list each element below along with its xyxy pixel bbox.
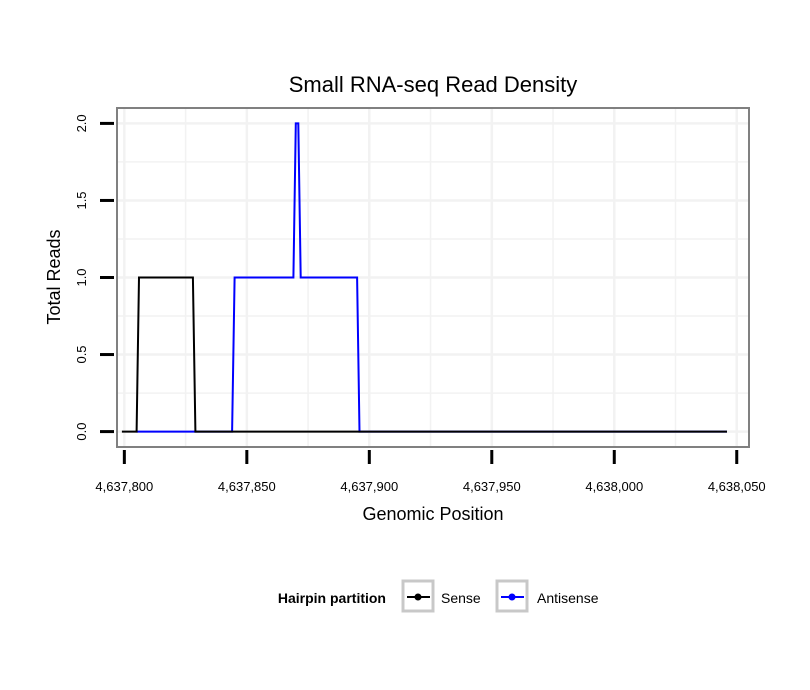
- legend-label-antisense: Antisense: [537, 590, 599, 606]
- x-tick-label: 4,637,800: [95, 479, 153, 494]
- series-line-sense: [121, 276, 727, 433]
- legend-item-antisense: Antisense: [495, 579, 599, 613]
- y-tick-label: 2.0: [74, 114, 89, 132]
- grid-lines: [117, 108, 749, 447]
- y-axis: 0.0 0.5 1.0 1.5 2.0: [74, 114, 114, 441]
- y-tick-label: 1.0: [74, 268, 89, 286]
- legend-title: Hairpin partition: [278, 590, 386, 606]
- legend-key-antisense-point: [508, 593, 516, 601]
- y-axis-title: Total Reads: [44, 229, 64, 324]
- x-tick-label: 4,637,850: [218, 479, 276, 494]
- series-lines: [121, 122, 727, 433]
- x-tick-label: 4,638,000: [585, 479, 643, 494]
- y-tick-label: 0.5: [74, 345, 89, 363]
- legend-key-sense-point: [414, 593, 422, 601]
- series-line-antisense: [136, 122, 727, 433]
- legend-item-sense: Sense: [401, 579, 481, 613]
- plot-panel-border: [116, 107, 750, 448]
- y-tick-label: 0.0: [74, 423, 89, 441]
- x-tick-label: 4,637,900: [340, 479, 398, 494]
- x-tick-label: 4,638,050: [708, 479, 766, 494]
- chart-title: Small RNA-seq Read Density: [289, 72, 578, 97]
- x-tick-label: 4,637,950: [463, 479, 521, 494]
- legend-label-sense: Sense: [441, 590, 481, 606]
- y-tick-label: 1.5: [74, 191, 89, 209]
- x-axis: 4,637,800 4,637,850 4,637,900 4,637,950 4,63…: [95, 450, 766, 494]
- legend: Hairpin partition Sense Antisense: [278, 579, 599, 613]
- x-axis-title: Genomic Position: [362, 504, 503, 524]
